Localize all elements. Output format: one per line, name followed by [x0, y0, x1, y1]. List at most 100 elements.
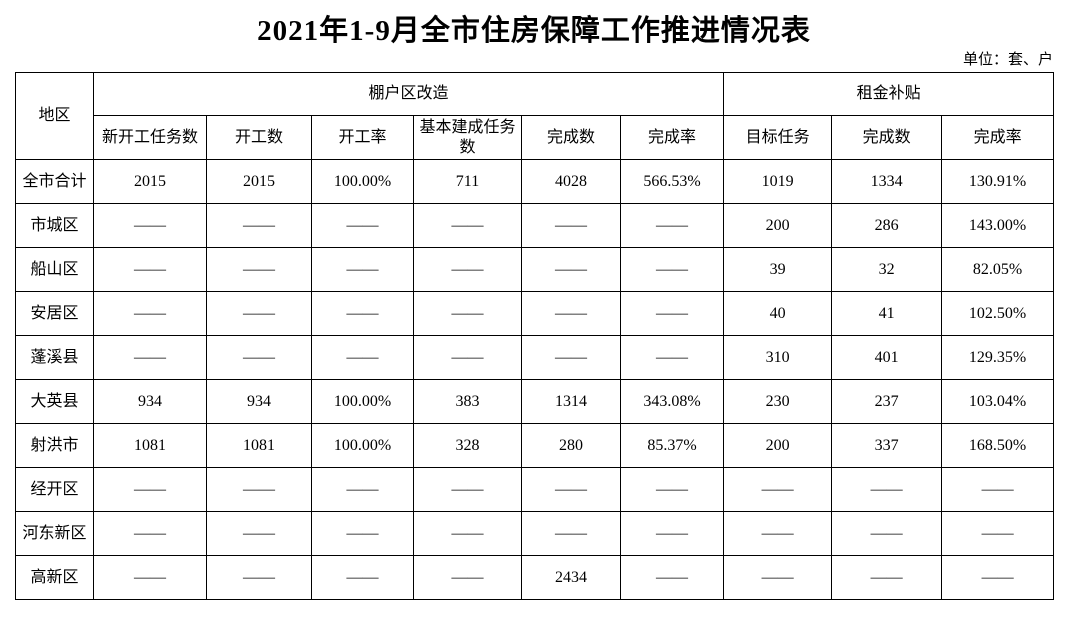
value-cell: 337: [831, 423, 943, 468]
region-cell: 大英县: [15, 379, 94, 424]
value-cell: ——: [413, 247, 522, 292]
value-cell: ——: [206, 291, 312, 336]
value-cell: 103.04%: [941, 379, 1055, 424]
unit-note: 单位：套、户: [962, 52, 1053, 68]
value-cell: 286: [831, 203, 943, 248]
value-cell: ——: [521, 467, 621, 512]
value-cell: ——: [93, 511, 207, 556]
value-cell: ——: [619, 291, 725, 336]
table-row: 船山区 —— —— —— —— —— —— 39 32 82.05%: [15, 247, 1055, 292]
group-header-rent-subsidy: 租金补贴: [723, 72, 1055, 116]
table-row: 蓬溪县 —— —— —— —— —— —— 310 401 129.35%: [15, 335, 1055, 380]
value-cell: ——: [206, 467, 312, 512]
value-cell: ——: [311, 247, 414, 292]
housing-progress-table: 地区 棚户区改造 租金补贴 新开工任务数 开工数 开工率 基本建成任务数 完成数 完成率目…: [15, 72, 1055, 600]
value-cell: 200: [723, 423, 833, 468]
value-cell: ——: [723, 467, 833, 512]
value-cell: 566.53%: [619, 159, 725, 204]
region-cell: 全市合计: [15, 159, 94, 204]
col-header-started-count: 开工数: [206, 115, 312, 160]
value-cell: ——: [311, 511, 414, 556]
region-cell: 高新区: [15, 555, 94, 600]
value-cell: 934: [93, 379, 207, 424]
value-cell: ——: [941, 555, 1055, 600]
value-cell: 1334: [831, 159, 943, 204]
value-cell: ——: [619, 511, 725, 556]
value-cell: ——: [831, 555, 943, 600]
value-cell: 200: [723, 203, 833, 248]
value-cell: ——: [413, 467, 522, 512]
value-cell: 1019: [723, 159, 833, 204]
value-cell: ——: [521, 291, 621, 336]
value-cell: ——: [311, 291, 414, 336]
value-cell: ——: [521, 203, 621, 248]
col-header-completion-rate: 完成率: [619, 115, 725, 160]
value-cell: 401: [831, 335, 943, 380]
value-cell: ——: [619, 203, 725, 248]
value-cell: ——: [93, 247, 207, 292]
value-cell: 383: [413, 379, 522, 424]
value-cell: ——: [941, 511, 1055, 556]
value-cell: ——: [619, 555, 725, 600]
region-cell: 经开区: [15, 467, 94, 512]
value-cell: ——: [521, 335, 621, 380]
value-cell: ——: [311, 467, 414, 512]
table-row: 高新区 —— —— —— —— 2434 —— —— —— ——: [15, 555, 1055, 600]
col-header-new-start-tasks: 新开工任务数: [93, 115, 207, 160]
value-cell: 1081: [93, 423, 207, 468]
value-cell: 1081: [206, 423, 312, 468]
col-header-rent-completed-count: 完成数: [831, 115, 943, 160]
value-cell: 328: [413, 423, 522, 468]
value-cell: 40: [723, 291, 833, 336]
value-cell: 143.00%: [941, 203, 1055, 248]
value-cell: 711: [413, 159, 522, 204]
value-cell: 100.00%: [311, 423, 414, 468]
value-cell: ——: [206, 335, 312, 380]
value-cell: ——: [93, 203, 207, 248]
value-cell: ——: [93, 335, 207, 380]
value-cell: 230: [723, 379, 833, 424]
col-header-region: 地区: [15, 72, 94, 160]
group-header-shantytown-renovation: 棚户区改造: [92, 72, 725, 116]
value-cell: ——: [311, 335, 414, 380]
value-cell: ——: [206, 247, 312, 292]
col-header-basically-built-tasks: 基本建成任务数: [413, 115, 522, 160]
col-header-rent-completion-rate: 完成率: [941, 115, 1055, 160]
value-cell: ——: [521, 247, 621, 292]
value-cell: ——: [93, 467, 207, 512]
value-cell: ——: [831, 511, 943, 556]
value-cell: ——: [413, 335, 522, 380]
value-cell: ——: [206, 203, 312, 248]
value-cell: 32: [831, 247, 943, 292]
col-header-completed-count: 完成数: [521, 115, 621, 160]
value-cell: 102.50%: [941, 291, 1055, 336]
value-cell: ——: [619, 247, 725, 292]
table-row: 射洪市 1081 1081 100.00% 328 280 85.37% 200 337 168.…: [15, 423, 1055, 468]
col-header-start-rate: 开工率: [311, 115, 414, 160]
value-cell: 168.50%: [941, 423, 1055, 468]
value-cell: 4028: [521, 159, 621, 204]
value-cell: 39: [723, 247, 833, 292]
value-cell: ——: [521, 511, 621, 556]
value-cell: ——: [619, 467, 725, 512]
value-cell: ——: [413, 511, 522, 556]
value-cell: ——: [723, 555, 833, 600]
table-row: 经开区 —— —— —— —— —— —— —— —— ——: [15, 467, 1055, 512]
value-cell: 100.00%: [311, 379, 414, 424]
value-cell: ——: [413, 291, 522, 336]
table-row: 市城区 —— —— —— —— —— —— 200 286 143.00%: [15, 203, 1055, 248]
value-cell: 85.37%: [619, 423, 725, 468]
value-cell: ——: [206, 511, 312, 556]
value-cell: ——: [619, 335, 725, 380]
value-cell: 343.08%: [619, 379, 725, 424]
sub-header-row: 新开工任务数 开工数 开工率 基本建成任务数 完成数 完成率 目标任务 完成数 完成率: [16, 115, 1055, 160]
value-cell: ——: [311, 203, 414, 248]
page-title: 2021年1-9月全市住房保障工作推进情况表: [257, 15, 811, 47]
value-cell: ——: [311, 555, 414, 600]
value-cell: ——: [723, 511, 833, 556]
value-cell: 130.91%: [941, 159, 1055, 204]
value-cell: 41: [831, 291, 943, 336]
table-row: 河东新区 —— —— —— —— —— —— —— —— ——: [15, 511, 1055, 556]
value-cell: 310: [723, 335, 833, 380]
value-cell: ——: [206, 555, 312, 600]
